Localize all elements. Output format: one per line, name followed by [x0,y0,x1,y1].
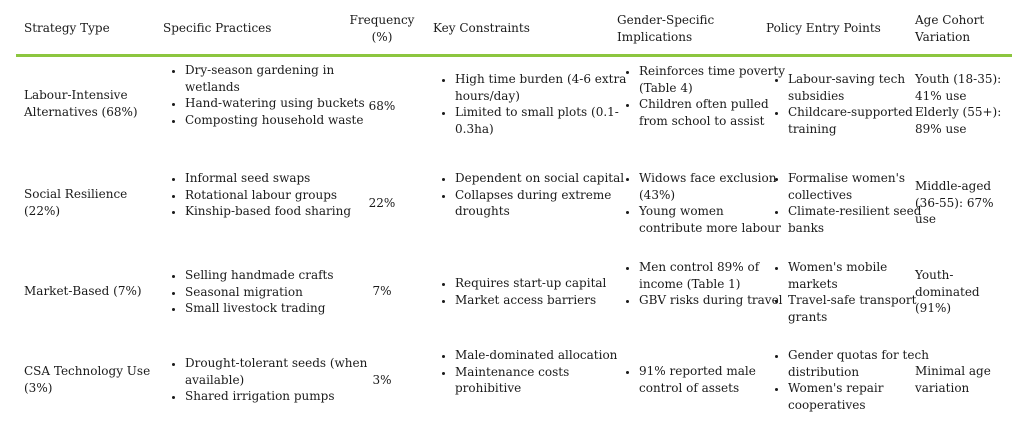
policy-list: Gender quotas for tech distribution Wome… [766,347,938,413]
list-item: Market access barriers [455,292,635,309]
list-item: Rotational labour groups [185,187,375,204]
list-item: Gender quotas for tech distribution [788,347,938,380]
frequency-cell: 3% [372,373,392,387]
list-item: High time burden (4-6 extra hours/day) [455,71,635,104]
policy-list: Formalise women's collectives Climate-re… [766,170,938,236]
list-item: Collapses during extreme droughts [455,187,635,220]
gender-list: Men control 89% of income (Table 1) GBV … [617,259,789,309]
list-item: Women's mobile markets [788,259,938,292]
list-item: Selling handmade crafts [185,267,375,284]
list-item: Young women contribute more labour [639,203,789,236]
age-cell: Youth-dominated (91%) [915,268,980,315]
list-item: Formalise women's collectives [788,170,938,203]
list-item: Small livestock trading [185,300,375,317]
header-frequency: Frequency (%) [349,13,415,44]
constraints-list: Dependent on social capital Collapses du… [433,170,635,220]
practices-list: Drought-tolerant seeds (when available) … [163,355,375,405]
gender-list: Reinforces time poverty (Table 4) Childr… [617,63,789,129]
strategy-cell: Labour-Intensive Alternatives (68%) [24,88,138,119]
strategy-cell: Market-Based (7%) [24,284,142,298]
gender-list: 91% reported male control of assets [617,363,789,396]
practices-list: Selling handmade crafts Seasonal migrati… [163,267,375,317]
list-item: Climate-resilient seed banks [788,203,938,236]
list-item: Maintenance costs prohibitive [455,364,635,397]
list-item: Children often pulled from school to ass… [639,96,789,129]
list-item: Male-dominated allocation [455,347,635,364]
header-strategy-type: Strategy Type [24,21,110,35]
practices-list: Dry-season gardening in wetlands Hand-wa… [163,62,375,128]
constraints-list: High time burden (4-6 extra hours/day) L… [433,71,635,137]
list-item: Widows face exclusion (43%) [639,170,789,203]
list-item: Dependent on social capital [455,170,635,187]
header-gender-implications: Gender-Specific Implications [617,13,715,44]
list-item: 91% reported male control of assets [639,363,789,396]
list-item: Drought-tolerant seeds (when available) [185,355,375,388]
list-item: Dry-season gardening in wetlands [185,62,375,95]
age-cell: Youth (18-35): 41% use Elderly (55+): 89… [915,72,1002,136]
list-item: Labour-saving tech subsidies [788,71,938,104]
age-cell: Middle-aged (36-55): 67% use [915,179,994,226]
strategy-cell: CSA Technology Use (3%) [24,364,151,395]
practices-list: Informal seed swaps Rotational labour gr… [163,170,375,220]
list-item: Men control 89% of income (Table 1) [639,259,789,292]
header-age-cohort: Age Cohort Variation [915,13,985,44]
list-item: Travel-safe transport grants [788,292,938,325]
list-item: Requires start-up capital [455,275,635,292]
list-item: Shared irrigation pumps [185,388,375,405]
frequency-cell: 22% [368,196,396,210]
policy-list: Labour-saving tech subsidies Childcare-s… [766,71,938,137]
list-item: Limited to small plots (0.1-0.3ha) [455,104,635,137]
list-item: GBV risks during travel [639,292,789,309]
list-item: Kinship-based food sharing [185,203,375,220]
constraints-list: Male-dominated allocation Maintenance co… [433,347,635,397]
header-policy-entry-points: Policy Entry Points [766,21,881,35]
header-key-constraints: Key Constraints [433,21,530,35]
list-item: Childcare-supported training [788,104,938,137]
strategy-table: Strategy Type Specific Practices Frequen… [16,0,1012,432]
list-item: Women's repair cooperatives [788,380,938,413]
frequency-cell: 68% [368,99,396,113]
policy-list: Women's mobile markets Travel-safe trans… [766,259,938,325]
gender-list: Widows face exclusion (43%) Young women … [617,170,789,236]
list-item: Informal seed swaps [185,170,375,187]
list-item: Hand-watering using buckets [185,95,375,112]
strategy-cell: Social Resilience (22%) [24,187,128,218]
list-item: Composting household waste [185,112,375,129]
list-item: Seasonal migration [185,284,375,301]
list-item: Reinforces time poverty (Table 4) [639,63,789,96]
age-cell: Minimal age variation [915,364,991,395]
table-header-row: Strategy Type Specific Practices Frequen… [16,8,1012,54]
header-specific-practices: Specific Practices [163,21,272,35]
frequency-cell: 7% [372,284,392,298]
header-divider [16,54,1012,57]
constraints-list: Requires start-up capital Market access … [433,275,635,308]
